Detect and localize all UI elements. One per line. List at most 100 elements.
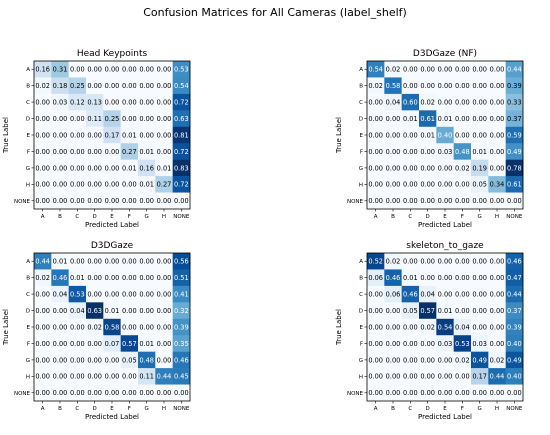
heatmap-cell: [172, 159, 191, 177]
heatmap-cell: [86, 61, 104, 78]
heatmap-cell: [488, 176, 506, 193]
x-tick-label: C: [75, 214, 79, 220]
x-axis-label: Predicted Label: [418, 413, 472, 421]
cell-value-label: 0.00: [368, 197, 383, 205]
cell-value-label: 0.61: [420, 115, 435, 123]
cell-value-label: 0.00: [490, 148, 505, 156]
heatmap-cell: [51, 126, 69, 144]
heatmap-cell: [68, 77, 87, 95]
heatmap-cell: [138, 143, 156, 160]
cell-value-label: 0.00: [490, 66, 505, 74]
cell-value-label: 0.00: [70, 131, 85, 139]
heatmap-cell: [488, 93, 506, 111]
x-tick-label: G: [145, 406, 149, 412]
cell-value-label: 0.00: [455, 66, 470, 74]
heatmap-cell: [86, 318, 104, 336]
heatmap-cell: [471, 384, 489, 402]
y-tick-label: A: [26, 259, 30, 265]
cell-value-label: 0.04: [455, 323, 470, 331]
heatmap-cell: [138, 285, 156, 303]
cell-value-label: 0.45: [174, 373, 189, 381]
cell-value-label: 0.00: [122, 307, 137, 315]
heatmap-cell: [367, 159, 385, 177]
heatmap-cell: [436, 61, 454, 78]
heatmap-cell: [120, 126, 139, 144]
heatmap-cell: [419, 110, 437, 128]
x-tick-label: B: [58, 406, 62, 412]
heatmap-cell: [103, 269, 121, 287]
cell-value-label: 0.00: [87, 373, 102, 381]
cell-value-label: 0.27: [157, 181, 172, 189]
cell-value-label: 0.00: [70, 356, 85, 364]
cell-value-label: 0.16: [35, 66, 50, 74]
heatmap-cell: [419, 384, 437, 402]
cell-value-label: 0.00: [472, 258, 487, 266]
heatmap-cell: [68, 351, 87, 369]
heatmap-cell: [505, 302, 524, 320]
heatmap-cell: [68, 384, 87, 402]
heatmap-cell: [34, 318, 52, 336]
heatmap-cell: [172, 285, 191, 303]
cell-value-label: 0.00: [403, 66, 418, 74]
cell-value-label: 0.46: [386, 274, 401, 282]
cell-value-label: 0.00: [490, 99, 505, 107]
cell-value-label: 0.00: [403, 258, 418, 266]
heatmap-cell: [453, 351, 472, 369]
heatmap-cell: [453, 384, 472, 402]
heatmap-cell: [436, 253, 454, 270]
cell-value-label: 0.05: [472, 181, 487, 189]
heatmap-cell: [471, 159, 489, 177]
cell-value-label: 0.00: [490, 131, 505, 139]
cell-value-label: 0.00: [139, 323, 154, 331]
cell-value-label: 0.00: [438, 66, 453, 74]
cell-value-label: 0.00: [472, 307, 487, 315]
cell-value-label: 0.00: [70, 164, 85, 172]
cell-value-label: 0.00: [490, 258, 505, 266]
heatmap-cell: [367, 192, 385, 210]
cell-value-label: 0.51: [174, 274, 189, 282]
heatmap-cell: [68, 192, 87, 210]
cell-value-label: 0.00: [53, 323, 68, 331]
y-tick-label: B: [359, 276, 363, 282]
heatmap-cell: [68, 126, 87, 144]
heatmap-cell: [103, 318, 121, 336]
cell-value-label: 0.00: [35, 197, 50, 205]
heatmap-cell: [155, 253, 173, 270]
y-tick-label: D: [26, 117, 30, 123]
cell-value-label: 0.00: [472, 82, 487, 90]
x-tick-label: C: [408, 406, 412, 412]
cell-value-label: 0.56: [174, 258, 189, 266]
heatmap-cell: [488, 384, 506, 402]
cell-value-label: 0.31: [53, 66, 68, 74]
heatmap-cell: [436, 302, 454, 320]
heatmap-cell: [401, 77, 420, 95]
heatmap-cell: [34, 110, 52, 128]
heatmap-cell: [103, 335, 121, 352]
heatmap-cell: [51, 351, 69, 369]
cell-value-label: 0.07: [105, 340, 120, 348]
heatmap-cell: [419, 159, 437, 177]
cell-value-label: 0.35: [174, 340, 189, 348]
heatmap-cell: [120, 302, 139, 320]
cell-value-label: 0.00: [70, 181, 85, 189]
heatmap-cell: [120, 77, 139, 95]
heatmap-cell: [172, 192, 191, 210]
heatmap-cell: [453, 192, 472, 210]
heatmap-cell: [103, 384, 121, 402]
heatmap-cell: [505, 253, 524, 270]
cell-value-label: 0.00: [455, 99, 470, 107]
cell-value-label: 0.39: [507, 82, 522, 90]
heatmap-cell: [172, 384, 191, 402]
cell-value-label: 0.00: [490, 340, 505, 348]
heatmap-cell: [172, 302, 191, 320]
heatmap-cell: [453, 269, 472, 287]
heatmap-cell: [488, 318, 506, 336]
heatmap-cell: [120, 110, 139, 128]
cell-value-label: 0.00: [386, 373, 401, 381]
cell-value-label: 0.00: [386, 131, 401, 139]
heatmap-cell: [471, 143, 489, 160]
heatmap-cell: [471, 351, 489, 369]
cell-value-label: 0.00: [438, 389, 453, 397]
y-tick-label: H: [359, 374, 363, 380]
y-tick-label: A: [359, 67, 363, 73]
